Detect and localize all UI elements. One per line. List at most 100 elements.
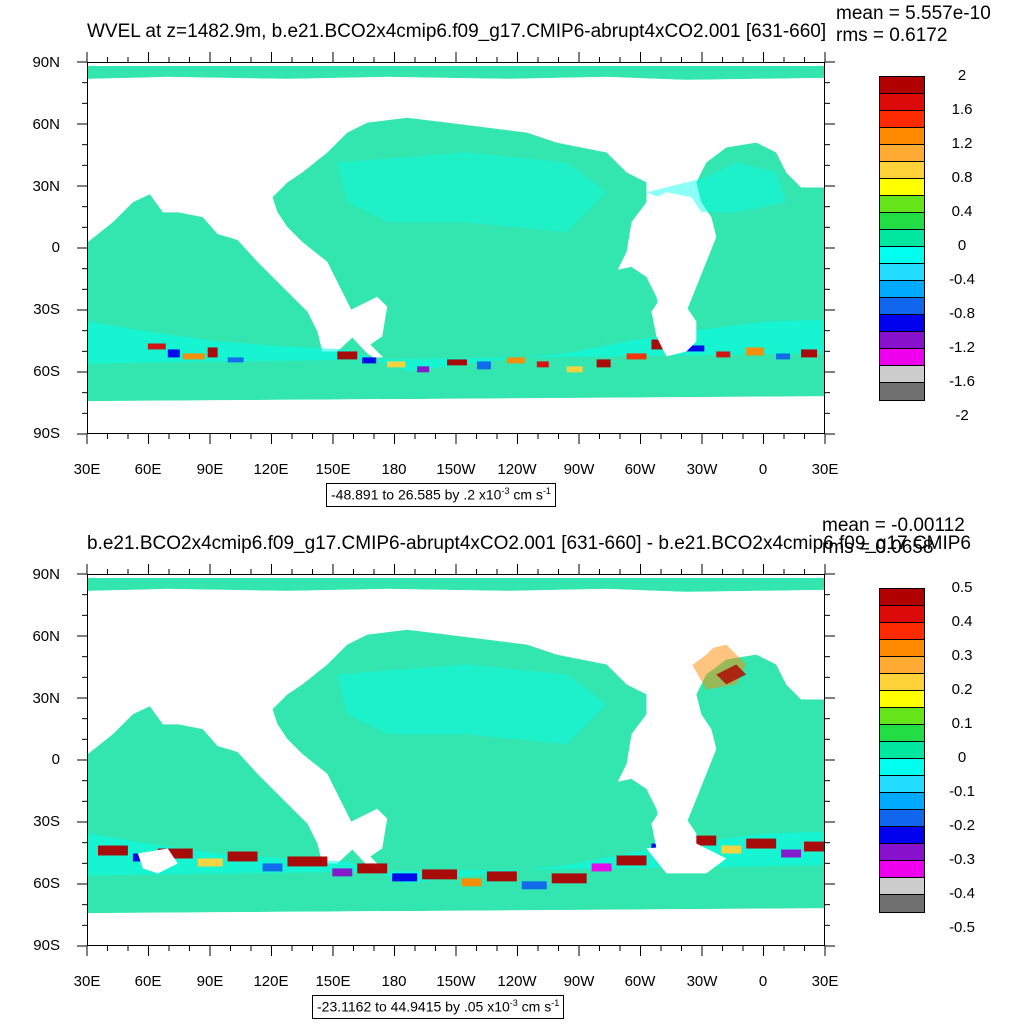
lon-label: 60W [624,461,656,478]
colorbar-label: 0.4 [951,203,973,220]
colorbar-swatch [880,145,924,162]
colorbar-swatch [880,196,924,213]
colorbar-label: 0 [957,237,967,254]
colorbar-swatch [880,94,924,111]
panel-title: b.e21.BCO2x4cmip6.f09_g17.CMIP6-abrupt4x… [87,533,972,554]
stat-mean: mean = -0.00112 [822,515,965,536]
lon-label: 60E [134,973,162,990]
map-panel-top: WVEL at z=1482.9m, b.e21.BCO2x4cmip6.f09… [32,3,991,508]
colorbar-swatch [880,230,924,247]
colorbar-swatch [880,759,924,776]
lat-label: 0 [51,751,60,768]
colorbar-swatch [880,383,924,400]
colorbar-swatch [880,179,924,196]
lon-label: 150W [436,973,476,990]
lon-label: 0 [758,461,768,478]
colorbar-label: -0.1 [949,783,975,800]
colorbar-label: -0.5 [949,919,975,936]
colorbar-swatch [880,725,924,742]
colorbar-swatch [880,606,924,623]
colorbar-swatch [880,776,924,793]
colorbar-label: -0.4 [949,885,975,902]
stat-rms: rms = 0.0658 [822,537,934,558]
lat-label: 60S [33,875,60,892]
lat-label: 30N [32,690,60,707]
lon-label: 120E [253,461,289,478]
colorbar-swatch [880,213,924,230]
panel-title: WVEL at z=1482.9m, b.e21.BCO2x4cmip6.f09… [87,21,827,42]
colorbar-swatch [880,810,924,827]
colorbar-swatch [880,691,924,708]
lat-label: 90N [32,54,60,71]
colorbar-label: 0.1 [951,715,973,732]
colorbar-label: 0.8 [951,169,973,186]
lat-label: 30S [33,813,60,830]
colorbar-swatch [880,640,924,657]
lon-label: 90W [563,461,595,478]
colorbar-swatch [880,844,924,861]
colorbar-label: -0.2 [949,817,975,834]
colorbar-swatch [880,878,924,895]
colorbar-swatch [880,657,924,674]
colorbar-label: 1.6 [951,101,973,118]
colorbar-swatch [880,793,924,810]
stat-mean: mean = 5.557e-10 [836,3,991,24]
range-info: -23.1162 to 44.9415 by .05 x10-3 cm s-1 [312,995,565,1020]
lon-label: 120E [253,973,289,990]
lon-label: 150W [436,461,476,478]
colorbar-swatch [880,111,924,128]
lon-label: 150E [315,461,351,478]
land-mask [88,76,824,433]
lat-label: 90S [33,937,60,954]
colorbar-label: -2 [955,407,969,424]
map-field [88,63,824,433]
lon-label: 30E [811,461,839,478]
colorbar-swatch [880,77,924,94]
lat-label: 90S [33,425,60,442]
colorbar-swatch [880,742,924,759]
colorbar-label: 0.5 [951,579,973,596]
colorbar-swatch [880,281,924,298]
colorbar-swatch [880,332,924,349]
stat-rms: rms = 0.6172 [836,25,948,46]
colorbar-swatch [880,366,924,383]
colorbar-swatch [880,861,924,878]
lon-label: 150E [315,973,351,990]
map-field [88,575,824,945]
colorbar-swatch [880,298,924,315]
colorbar-swatch [880,128,924,145]
colorbar-label: 2 [957,67,967,84]
colorbar-swatch [880,247,924,264]
lon-label: 30E [73,461,101,478]
colorbar-label: 0.3 [951,647,973,664]
colorbar [879,76,925,401]
lon-label: 90E [196,461,224,478]
colorbar-label: 1.2 [951,135,973,152]
map-panel-bottom: b.e21.BCO2x4cmip6.f09_g17.CMIP6-abrupt4x… [0,512,1024,1024]
lat-label: 30S [33,301,60,318]
lon-label: 60E [134,461,162,478]
lon-label: 90W [563,973,595,990]
lon-label: 30W [686,461,718,478]
lon-label: 60W [624,973,656,990]
colorbar-label: -0.4 [949,271,975,288]
lat-label: 0 [51,239,60,256]
colorbar [879,588,925,913]
colorbar-label: -0.3 [949,851,975,868]
land-mask [88,588,824,945]
colorbar-swatch [880,674,924,691]
lon-label: 30E [811,973,839,990]
colorbar-swatch [880,589,924,606]
colorbar-label: -1.2 [949,339,975,356]
map-plot [87,574,825,946]
colorbar-label: 0 [957,749,967,766]
lon-label: 120W [497,973,537,990]
lon-label: 120W [497,461,537,478]
colorbar-swatch [880,827,924,844]
colorbar-swatch [880,708,924,725]
colorbar-label: 0.4 [951,613,973,630]
lon-label: 30W [686,973,718,990]
lon-label: 30E [73,973,101,990]
colorbar-label: -1.6 [949,373,975,390]
lon-label: 180 [381,461,407,478]
